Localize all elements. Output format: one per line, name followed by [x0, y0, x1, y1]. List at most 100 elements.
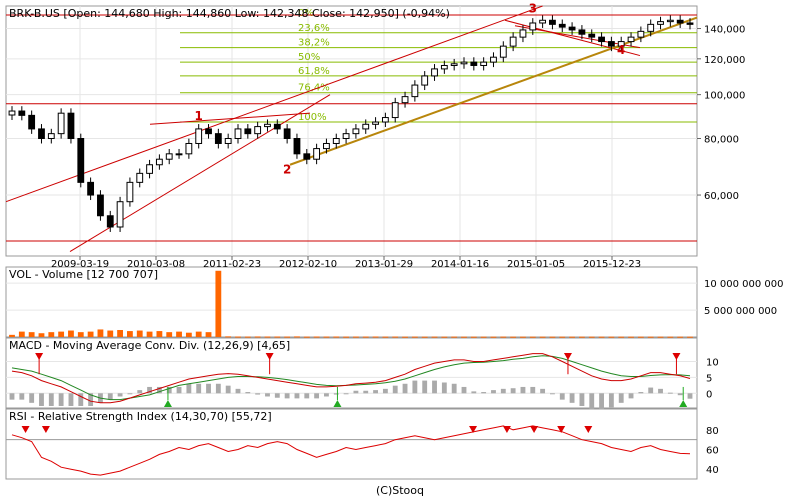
macd-histogram-bar [117, 393, 123, 397]
macd-sell-marker [35, 353, 44, 360]
volume-bar [117, 330, 123, 337]
candle-body [362, 123, 370, 130]
fib-level-label: 61,8% [298, 66, 330, 77]
macd-histogram-bar [68, 393, 74, 406]
candle-body [676, 19, 684, 24]
macd-histogram-bar [324, 393, 329, 397]
macd-histogram-bar [29, 393, 35, 403]
macd-histogram-bar [127, 393, 133, 395]
candle-body [627, 36, 635, 43]
macd-histogram-bar [589, 393, 595, 410]
macd-histogram-bar [441, 382, 447, 394]
macd-histogram-bar [471, 391, 477, 394]
annotation-label: 3 [529, 1, 537, 15]
candle-body [588, 33, 596, 38]
macd-signal-line [11, 355, 691, 401]
volume-chart: 5 000 000 000 10 000 000 000 [6, 270, 784, 338]
volume-bar [421, 336, 428, 338]
volume-bar [657, 336, 664, 338]
macd-histogram-bar [677, 393, 683, 396]
candle-body [431, 68, 438, 77]
volume-bar [146, 331, 153, 337]
candle-body [490, 56, 497, 63]
candle-body [421, 75, 429, 86]
macd-histogram-bar [107, 393, 113, 400]
macd-histogram-bar [363, 390, 369, 394]
volume-bar [313, 336, 320, 338]
annotation-label: 4 [617, 43, 625, 57]
volume-bar [87, 331, 94, 337]
candle-body [568, 26, 576, 31]
volume-bar [470, 336, 477, 338]
volume-bar [549, 336, 556, 338]
macd-sell-marker [563, 353, 572, 360]
candle-body [303, 153, 311, 160]
candle-body [224, 138, 232, 144]
macd-histogram-bar [353, 390, 359, 394]
volume-bar [441, 336, 448, 338]
macd-histogram-bar [156, 386, 162, 394]
price-y-tick-label: 120,000 [704, 55, 745, 66]
volume-bar [687, 336, 693, 338]
candle-body [332, 138, 340, 144]
macd-histogram-bar [510, 388, 516, 394]
macd-histogram-bar [166, 386, 172, 394]
fib-label: 0% [298, 8, 314, 19]
volume-bar [156, 331, 163, 337]
volume-bar [461, 336, 467, 338]
macd-histogram-bar [422, 380, 428, 394]
macd-buy-marker [163, 400, 172, 407]
volume-bar [215, 270, 222, 337]
price-y-tick-label: 60,000 [704, 191, 739, 202]
macd-histogram-bar [658, 388, 663, 394]
rsi-panel-frame [5, 408, 698, 480]
candle-body [57, 112, 65, 135]
macd-histogram-bar [265, 393, 270, 397]
volume-bar [667, 336, 674, 338]
fib-level-label: 100% [298, 112, 327, 123]
macd-y-tick-label: 5 [706, 373, 712, 384]
volume-y-tick-label: 10 000 000 000 [704, 279, 784, 290]
rsi-y-tick-label: 60 [706, 446, 719, 457]
candle-body [273, 123, 281, 130]
candle-body [283, 128, 291, 140]
candle-body [28, 114, 36, 130]
candle-body [77, 138, 85, 183]
volume-bar [254, 336, 261, 338]
trend-line [289, 16, 698, 166]
volume-bar [618, 336, 625, 338]
volume-bar [77, 332, 84, 337]
macd-histogram-bar [569, 393, 575, 403]
volume-bar [166, 332, 173, 337]
copyright: (C)Stooq [376, 484, 424, 497]
volume-bar [392, 336, 399, 338]
macd-histogram-bar [333, 393, 339, 395]
candle-body [254, 126, 262, 135]
volume-bar [402, 336, 408, 338]
candle-body [450, 63, 458, 66]
volume-bar [97, 329, 104, 337]
macd-histogram-bar [599, 393, 604, 410]
price-x-tick-label: 2015-01-05 [507, 259, 565, 270]
macd-histogram-bar [392, 385, 398, 394]
volume-bar [647, 336, 654, 338]
macd-sell-marker [265, 353, 274, 360]
volume-bar [225, 336, 232, 338]
candle-body [617, 41, 625, 47]
candle-body [38, 128, 45, 140]
volume-bar [608, 336, 615, 338]
macd-histogram-bar [579, 393, 585, 406]
macd-buy-marker [333, 400, 342, 407]
macd-histogram-bar [196, 383, 202, 394]
candle-body [411, 84, 419, 98]
macd-histogram-bar [304, 393, 310, 399]
macd-histogram-bar [78, 393, 84, 406]
macd-histogram-bar [373, 390, 378, 394]
volume-bar [28, 332, 35, 337]
volume-panel-frame [5, 266, 698, 338]
candle-body [578, 29, 586, 35]
candle-body [342, 133, 350, 140]
macd-chart: 0 5 10 [6, 353, 719, 410]
candle-body [470, 61, 478, 66]
